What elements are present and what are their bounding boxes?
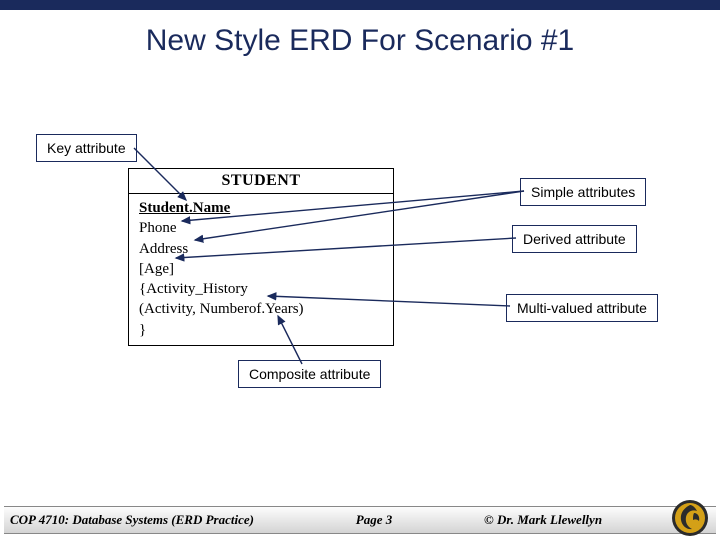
label-key-attribute: Key attribute xyxy=(36,134,137,162)
footer-page: Page 3 xyxy=(304,512,444,528)
erd-attribute-row: Address xyxy=(139,239,383,259)
footer-course: COP 4710: Database Systems (ERD Practice… xyxy=(4,512,304,528)
label-multi-valued-attribute: Multi-valued attribute xyxy=(506,294,658,322)
slide-footer: COP 4710: Database Systems (ERD Practice… xyxy=(4,506,716,534)
header-bar xyxy=(0,0,720,10)
erd-attribute-row: [Age] xyxy=(139,259,383,279)
label-derived-attribute: Derived attribute xyxy=(512,225,637,253)
erd-entity-box: STUDENT Student.NamePhoneAddress[Age]{Ac… xyxy=(128,168,394,346)
erd-attribute-row: } xyxy=(139,320,383,340)
erd-attribute-row: {Activity_History xyxy=(139,279,383,299)
erd-entity-header: STUDENT xyxy=(129,169,393,194)
slide-title: New Style ERD For Scenario #1 xyxy=(0,24,720,58)
erd-attribute-row: Phone xyxy=(139,218,383,238)
erd-attribute-row: (Activity, Numberof.Years) xyxy=(139,299,383,319)
label-simple-attributes: Simple attributes xyxy=(520,178,646,206)
ucf-pegasus-logo-icon xyxy=(670,498,710,538)
label-composite-attribute: Composite attribute xyxy=(238,360,381,388)
erd-attribute-row: Student.Name xyxy=(139,198,383,218)
erd-entity-body: Student.NamePhoneAddress[Age]{Activity_H… xyxy=(129,194,393,346)
